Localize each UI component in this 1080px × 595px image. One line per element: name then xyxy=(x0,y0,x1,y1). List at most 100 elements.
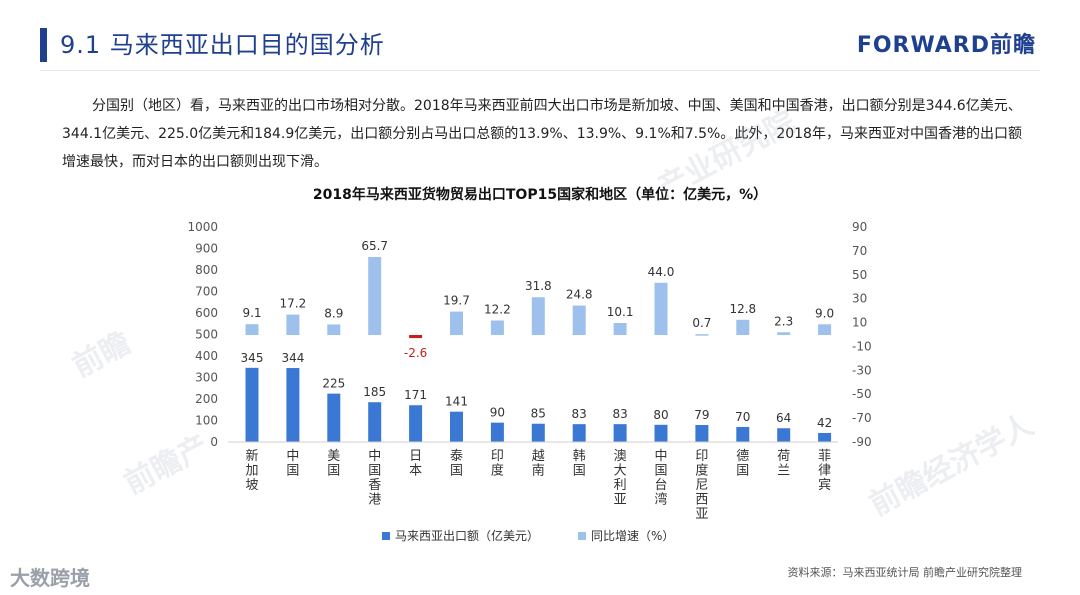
growth-rate-bar xyxy=(327,324,341,335)
category-label: 日本 xyxy=(409,449,422,479)
right-axis-tick: -50 xyxy=(852,387,872,401)
right-axis-tick: -30 xyxy=(852,363,872,377)
export-value-bar xyxy=(818,432,832,442)
category-label: 澳大利亚 xyxy=(614,448,627,508)
left-axis-tick: 400 xyxy=(195,349,218,363)
growth-rate-series: 9.1 17.2 8.9 65.7 -2.6 19.7 12.2 31.8 24.8 10.1 44… xyxy=(242,239,834,360)
left-axis-tick: 700 xyxy=(195,285,218,299)
growth-rate-label: 9.0 xyxy=(815,306,834,320)
legend-swatch-growth-rate xyxy=(578,532,586,540)
growth-rate-label: 19.7 xyxy=(443,294,470,308)
right-axis-tick: 30 xyxy=(852,292,867,306)
growth-rate-label: 44.0 xyxy=(648,265,675,279)
export-value-bar xyxy=(531,423,545,442)
growth-rate-label: 10.1 xyxy=(607,305,634,319)
growth-rate-label: 31.8 xyxy=(525,279,552,293)
export-value-label: 171 xyxy=(404,388,427,402)
category-label: 中国 xyxy=(286,449,299,479)
left-axis-tick: 100 xyxy=(195,414,218,428)
export-value-label: 85 xyxy=(531,407,546,421)
growth-rate-bar xyxy=(450,311,463,335)
export-value-bar xyxy=(777,428,791,442)
category-label: 越南 xyxy=(532,449,545,479)
category-label: 新加坡 xyxy=(245,448,258,493)
export-value-label: 344 xyxy=(281,351,304,365)
right-axis-tick: -10 xyxy=(852,339,872,353)
growth-rate-label: 65.7 xyxy=(361,239,388,253)
right-axis-tick: 70 xyxy=(852,244,867,258)
export-value-bar xyxy=(613,424,627,442)
growth-rate-label: 24.8 xyxy=(566,288,593,302)
category-label: 美国 xyxy=(327,449,340,479)
chart-title: 2018年马来西亚货物贸易出口TOP15国家和地区（单位：亿美元，%） xyxy=(312,187,768,203)
export-value-bar xyxy=(245,367,259,442)
category-label: 泰国 xyxy=(450,449,463,479)
growth-rate-label: 12.8 xyxy=(729,302,756,316)
growth-rate-label: -2.6 xyxy=(404,346,427,360)
growth-rate-bar xyxy=(613,323,627,335)
export-value-label: 42 xyxy=(817,416,832,430)
growth-rate-bar xyxy=(245,324,259,335)
right-axis-tick: -90 xyxy=(852,435,872,449)
export-value-label: 185 xyxy=(363,385,386,399)
legend-swatch-export-value xyxy=(382,532,390,540)
intro-paragraph: 分国别（地区）看，马来西亚的出口市场相对分散。2018年马来西亚前四大出口市场是… xyxy=(62,98,1022,170)
export-value-bar xyxy=(654,424,668,442)
growth-rate-bar xyxy=(818,324,832,335)
export-value-label: 83 xyxy=(572,407,587,421)
export-value-label: 64 xyxy=(776,411,791,425)
category-label: 中国香港 xyxy=(368,449,381,508)
growth-rate-bar xyxy=(695,334,709,336)
chart-legend: 马来西亚出口额（亿美元） 同比增速（%） xyxy=(382,528,674,543)
export-value-bar xyxy=(695,425,709,442)
page-title: 9.1 马来西亚出口目的国分析 xyxy=(60,31,385,59)
growth-rate-bar xyxy=(654,282,668,335)
growth-rate-label: 0.7 xyxy=(692,316,711,330)
right-axis-tick: 50 xyxy=(852,268,867,282)
header-divider xyxy=(40,70,1040,71)
header-bar: 9.1 马来西亚出口目的国分析 FORWARD前瞻 xyxy=(0,22,1080,71)
left-axis-tick: 1000 xyxy=(187,220,218,234)
left-axis-tick: 900 xyxy=(195,242,218,256)
export-value-label: 83 xyxy=(612,407,627,421)
growth-rate-bar xyxy=(409,335,423,339)
export-value-bar xyxy=(490,422,504,442)
left-axis-tick: 800 xyxy=(195,263,218,277)
export-value-bar xyxy=(736,426,750,442)
growth-rate-bar xyxy=(736,319,750,335)
category-label: 印度尼西亚 xyxy=(695,449,708,522)
export-value-label: 80 xyxy=(653,408,668,422)
category-label: 中国台湾 xyxy=(654,449,667,508)
corner-logo: 大数跨境 xyxy=(10,566,90,590)
growth-rate-bar xyxy=(777,332,791,335)
export-value-label: 141 xyxy=(445,395,468,409)
right-axis-tick: 90 xyxy=(852,220,867,234)
export-value-series: 345 344 225 185 171 141 90 85 83 83 80 79 70 64 42 xyxy=(241,351,832,442)
growth-rate-label: 12.2 xyxy=(484,303,511,317)
category-label: 韩国 xyxy=(573,449,586,479)
export-value-label: 225 xyxy=(322,377,345,391)
export-value-bar xyxy=(286,368,300,442)
right-axis: -90 -70 -50 -30 -10 10 30 50 70 90 xyxy=(852,220,872,449)
growth-rate-bar xyxy=(531,297,545,335)
left-axis-tick: 600 xyxy=(195,306,218,320)
export-value-label: 90 xyxy=(490,406,505,420)
legend-label-growth-rate: 同比增速（%） xyxy=(591,529,674,543)
growth-rate-bar xyxy=(368,257,382,335)
export-value-bar xyxy=(368,402,382,442)
category-label: 德国 xyxy=(736,449,749,479)
right-axis-tick: 10 xyxy=(852,316,867,330)
growth-rate-label: 2.3 xyxy=(774,314,793,328)
growth-rate-bar xyxy=(572,305,586,335)
growth-rate-label: 8.9 xyxy=(324,306,343,320)
export-value-label: 345 xyxy=(241,351,264,365)
export-value-label: 79 xyxy=(694,408,709,422)
export-value-bar xyxy=(327,393,341,442)
export-value-bar xyxy=(572,424,586,442)
growth-rate-bar xyxy=(286,314,300,335)
export-value-bar xyxy=(409,405,423,442)
source-note: 资料来源：马来西亚统计局 前瞻产业研究院整理 xyxy=(787,566,1023,579)
category-label: 荷兰 xyxy=(777,449,790,479)
